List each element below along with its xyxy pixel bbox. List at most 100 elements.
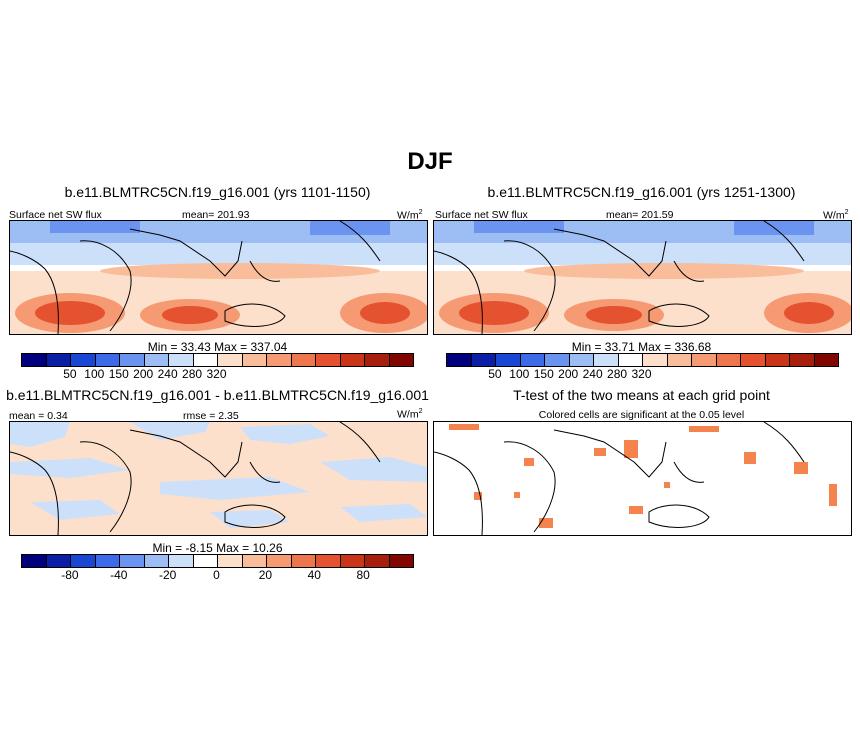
colorbar-top-right-swatch: [765, 354, 790, 366]
map-top-right: [433, 220, 852, 335]
minmax-bottom-left: Min = -8.15 Max = 10.26: [152, 541, 283, 555]
colorbar-ticks-top-right: 50 100 150 200 240 280 320: [446, 367, 837, 381]
colorbar-top-right-swatch: [496, 354, 521, 366]
colorbar-top-right-swatch: [643, 354, 668, 366]
colorbar-top-right-swatch: [545, 354, 570, 366]
colorbar-top-left-swatch: [120, 354, 145, 366]
colorbar-top-left-tick-label: 240: [157, 367, 178, 381]
colorbar-top-left-swatch: [218, 354, 243, 366]
colorbar-bottom-left: [21, 554, 414, 568]
subtitle-bottom-right: Colored cells are significant at the 0.0…: [538, 409, 745, 421]
variable-label-top-right: Surface net SW flux: [435, 209, 528, 221]
colorbar-bottom-left-swatch: [340, 555, 365, 567]
colorbar-bottom-left-swatch: [291, 555, 316, 567]
colorbar-top-right-tick-label: 200: [558, 367, 579, 381]
colorbar-bottom-left-swatch: [95, 555, 120, 567]
colorbar-bottom-left-tick-label: -80: [61, 568, 79, 582]
colorbar-top-right-tick-label: 280: [607, 367, 628, 381]
panel-title-bottom-right: T-test of the two means at each grid poi…: [513, 387, 770, 403]
colorbar-bottom-left-swatch: [242, 555, 267, 567]
colorbar-bottom-left-swatch: [365, 555, 390, 567]
flux-field-top-right: [434, 221, 851, 334]
colorbar-bottom-left-swatch: [193, 555, 218, 567]
colorbar-bottom-left-swatch: [316, 555, 341, 567]
colorbar-top-left-swatch: [46, 354, 71, 366]
significant-cells: [449, 424, 837, 528]
colorbar-bottom-left-tick-label: 40: [307, 568, 321, 582]
colorbar-bottom-left-swatch: [71, 555, 96, 567]
colorbar-top-right-swatch: [447, 354, 472, 366]
colorbar-top-left-swatch: [242, 354, 267, 366]
colorbar-top-right-tick-label: 240: [582, 367, 603, 381]
colorbar-top-right-tick-label: 100: [509, 367, 530, 381]
mean-label-top-right: mean= 201.59: [606, 209, 674, 221]
colorbar-top-right-swatch: [569, 354, 594, 366]
units-label-bottom-left: W/m2: [397, 408, 423, 421]
difference-field: [10, 422, 427, 535]
colorbar-top-right-swatch: [520, 354, 545, 366]
colorbar-top-left-swatch: [389, 354, 413, 366]
colorbar-top-right-swatch: [618, 354, 643, 366]
significance-field: [434, 422, 837, 535]
colorbar-bottom-left-tick-label: -20: [158, 568, 177, 582]
minmax-top-right: Min = 33.71 Max = 336.68: [571, 340, 712, 354]
colorbar-top-left-tick-label: 100: [84, 367, 105, 381]
figure-title: DJF: [407, 148, 453, 175]
colorbar-top-right-swatch: [692, 354, 717, 366]
colorbar-top-right-swatch: [741, 354, 766, 366]
colorbar-top-right-swatch: [667, 354, 692, 366]
colorbar-bottom-left-tick-label: 0: [213, 568, 220, 582]
colorbar-bottom-left-swatch: [267, 555, 292, 567]
colorbar-top-left-swatch: [267, 354, 292, 366]
colorbar-top-right-swatch: [716, 354, 741, 366]
colorbar-top-right-swatch: [790, 354, 815, 366]
rmse-label-bottom-left: rmse = 2.35: [183, 410, 239, 422]
colorbar-top-left-swatch: [95, 354, 120, 366]
colorbar-bottom-left-swatch: [120, 555, 145, 567]
colorbar-bottom-left-swatch: [144, 555, 169, 567]
colorbar-top-right-tick-label: 50: [488, 367, 502, 381]
map-bottom-left: [9, 421, 428, 536]
colorbar-top-left-swatch: [71, 354, 96, 366]
colorbar-top-left-tick-label: 200: [133, 367, 154, 381]
colorbar-ticks-bottom-left: -80 -40 -20 0 20 40 80: [21, 568, 412, 582]
colorbar-top-left-swatch: [22, 354, 47, 366]
units-label-top-left: W/m2: [397, 209, 423, 222]
colorbar-bottom-left-swatch: [22, 555, 47, 567]
colorbar-top-left-tick-label: 280: [182, 367, 203, 381]
colorbar-bottom-left-tick-label: -40: [110, 568, 128, 582]
colorbar-top-left-tick-label: 50: [63, 367, 77, 381]
mean-label-bottom-left: mean = 0.34: [9, 410, 68, 422]
colorbar-bottom-left-tick-label: 20: [258, 568, 273, 582]
units-label-top-right: W/m2: [823, 209, 849, 222]
mean-label-top-left: mean= 201.93: [182, 209, 250, 221]
colorbar-bottom-left-tick-label: 80: [356, 568, 370, 582]
variable-label-top-left: Surface net SW flux: [9, 209, 102, 221]
colorbar-top-right-swatch: [814, 354, 838, 366]
minmax-top-left: Min = 33.43 Max = 337.04: [147, 340, 288, 354]
colorbar-top-right-swatch: [594, 354, 619, 366]
colorbar-top-left-swatch: [340, 354, 365, 366]
colorbar-top-left-tick-label: 150: [108, 367, 129, 381]
panel-title-top-left: b.e11.BLMTRC5CN.f19_g16.001 (yrs 1101-11…: [64, 184, 371, 200]
colorbar-top-left-swatch: [144, 354, 169, 366]
colorbar-bottom-left-swatch: [389, 555, 413, 567]
map-bottom-right: [433, 421, 852, 536]
colorbar-top-right-swatch: [471, 354, 496, 366]
colorbar-top-right-tick-label: 150: [533, 367, 554, 381]
colorbar-top-left-swatch: [291, 354, 316, 366]
colorbar-top-right: [446, 353, 839, 367]
map-top-left: [9, 220, 428, 335]
panel-title-top-right: b.e11.BLMTRC5CN.f19_g16.001 (yrs 1251-13…: [487, 184, 796, 200]
colorbar-bottom-left-swatch: [218, 555, 243, 567]
colorbar-bottom-left-swatch: [169, 555, 194, 567]
colorbar-top-left-tick-label: 320: [206, 367, 227, 381]
colorbar-top-left-swatch: [193, 354, 218, 366]
colorbar-top-left-swatch: [316, 354, 341, 366]
colorbar-ticks-top-left: 50 100 150 200 240 280 320: [21, 367, 412, 381]
colorbar-top-right-tick-label: 320: [631, 367, 652, 381]
colorbar-top-left-swatch: [169, 354, 194, 366]
colorbar-top-left-swatch: [365, 354, 390, 366]
colorbar-top-left: [21, 353, 414, 367]
panel-title-bottom-left: b.e11.BLMTRC5CN.f19_g16.001 - b.e11.BLMT…: [6, 387, 429, 403]
